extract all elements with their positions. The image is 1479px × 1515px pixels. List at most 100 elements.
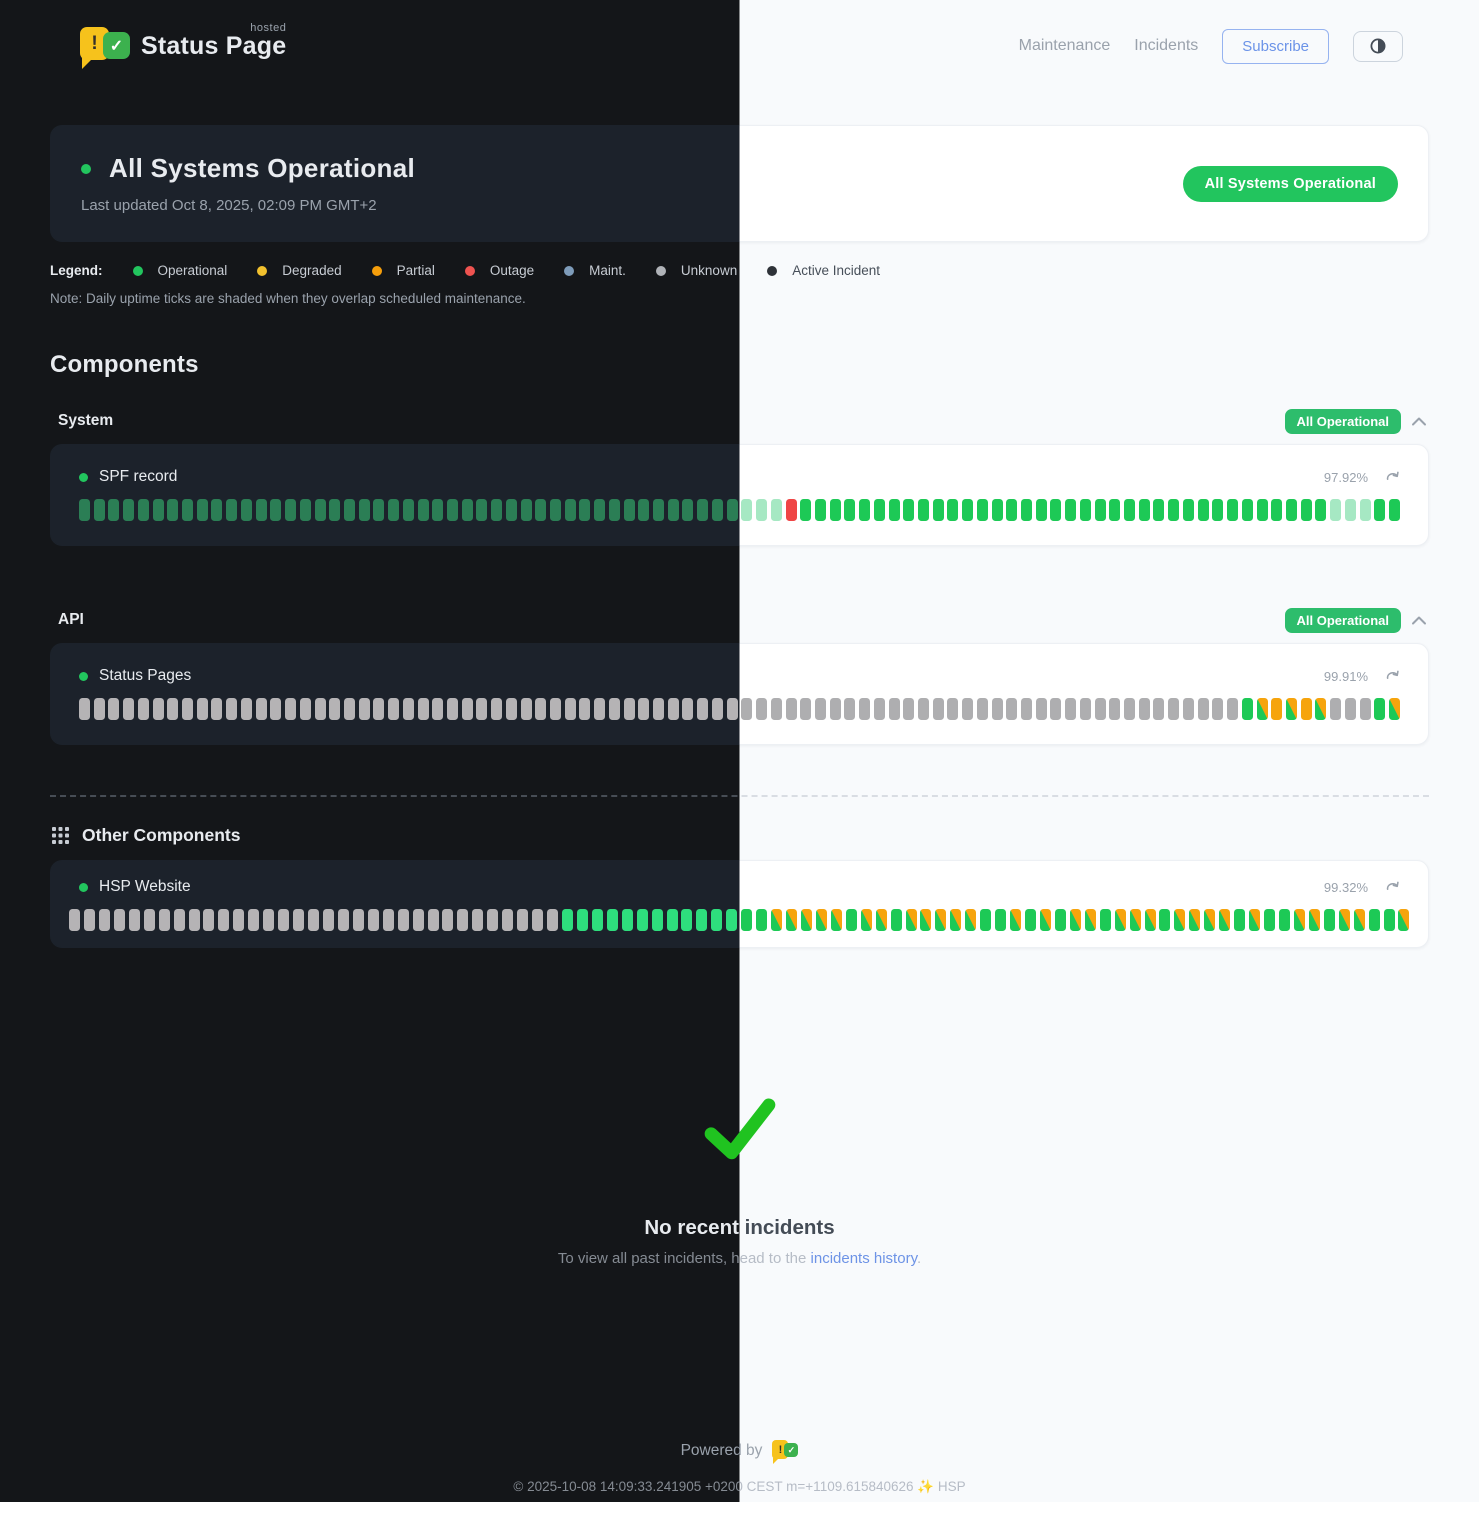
- uptime-tick[interactable]: [1264, 909, 1275, 931]
- uptime-tick[interactable]: [741, 698, 753, 720]
- uptime-tick[interactable]: [226, 499, 238, 521]
- uptime-tick[interactable]: [308, 909, 319, 931]
- uptime-tick[interactable]: [278, 909, 290, 931]
- uptime-tick[interactable]: [314, 698, 326, 720]
- uptime-tick[interactable]: [800, 698, 812, 720]
- uptime-tick[interactable]: [1278, 909, 1290, 931]
- uptime-tick[interactable]: [329, 499, 341, 521]
- uptime-tick[interactable]: [446, 499, 458, 521]
- uptime-tick[interactable]: [233, 909, 245, 931]
- uptime-tick[interactable]: [285, 698, 297, 720]
- uptime-tick[interactable]: [1153, 698, 1165, 720]
- uptime-tick[interactable]: [1388, 698, 1400, 720]
- uptime-tick[interactable]: [427, 909, 439, 931]
- uptime-tick[interactable]: [667, 499, 679, 521]
- uptime-tick[interactable]: [1204, 909, 1216, 931]
- uptime-tick[interactable]: [606, 909, 618, 931]
- uptime-tick[interactable]: [472, 909, 484, 931]
- uptime-tick[interactable]: [859, 698, 871, 720]
- uptime-tick[interactable]: [299, 698, 311, 720]
- uptime-tick[interactable]: [388, 698, 400, 720]
- uptime-tick[interactable]: [579, 499, 591, 521]
- uptime-tick[interactable]: [651, 909, 663, 931]
- uptime-tick[interactable]: [1079, 698, 1091, 720]
- uptime-tick[interactable]: [682, 698, 694, 720]
- uptime-tick[interactable]: [770, 698, 782, 720]
- uptime-tick[interactable]: [1138, 698, 1150, 720]
- uptime-tick[interactable]: [1234, 909, 1246, 931]
- uptime-tick[interactable]: [903, 698, 915, 720]
- uptime-tick[interactable]: [322, 909, 334, 931]
- uptime-tick[interactable]: [491, 499, 503, 521]
- uptime-tick[interactable]: [741, 499, 753, 521]
- chevron-up-icon[interactable]: [1409, 614, 1429, 627]
- uptime-tick[interactable]: [1006, 499, 1018, 521]
- uptime-tick[interactable]: [696, 909, 708, 931]
- uptime-tick[interactable]: [814, 698, 826, 720]
- uptime-tick[interactable]: [564, 499, 576, 521]
- uptime-tick[interactable]: [167, 499, 179, 521]
- uptime-tick[interactable]: [1124, 499, 1136, 521]
- status-page-logo-icon[interactable]: ! ✓: [772, 1439, 799, 1464]
- uptime-tick[interactable]: [1308, 909, 1320, 931]
- uptime-tick[interactable]: [203, 909, 215, 931]
- uptime-tick[interactable]: [917, 499, 929, 521]
- uptime-tick[interactable]: [182, 698, 194, 720]
- uptime-tick[interactable]: [1168, 698, 1180, 720]
- uptime-tick[interactable]: [550, 698, 561, 720]
- uptime-tick[interactable]: [1138, 499, 1150, 521]
- uptime-tick[interactable]: [636, 909, 648, 931]
- subscribe-button[interactable]: Subscribe: [1222, 28, 1329, 64]
- uptime-tick[interactable]: [579, 698, 591, 720]
- uptime-tick[interactable]: [947, 698, 959, 720]
- uptime-tick[interactable]: [1359, 499, 1371, 521]
- uptime-tick[interactable]: [976, 698, 988, 720]
- uptime-tick[interactable]: [697, 698, 709, 720]
- uptime-tick[interactable]: [962, 698, 974, 720]
- uptime-tick[interactable]: [123, 499, 135, 521]
- uptime-tick[interactable]: [1006, 698, 1018, 720]
- uptime-tick[interactable]: [1168, 499, 1180, 521]
- uptime-tick[interactable]: [995, 909, 1007, 931]
- uptime-tick[interactable]: [211, 499, 223, 521]
- uptime-tick[interactable]: [491, 698, 503, 720]
- uptime-tick[interactable]: [196, 698, 208, 720]
- uptime-tick[interactable]: [666, 909, 678, 931]
- uptime-tick[interactable]: [621, 909, 633, 931]
- uptime-tick[interactable]: [388, 499, 400, 521]
- uptime-tick[interactable]: [79, 698, 90, 720]
- uptime-tick[interactable]: [1197, 698, 1209, 720]
- uptime-tick[interactable]: [1084, 909, 1096, 931]
- uptime-tick[interactable]: [976, 499, 988, 521]
- uptime-tick[interactable]: [697, 499, 709, 521]
- uptime-tick[interactable]: [1035, 499, 1047, 521]
- uptime-tick[interactable]: [108, 499, 120, 521]
- uptime-tick[interactable]: [218, 909, 230, 931]
- uptime-tick[interactable]: [1065, 499, 1077, 521]
- uptime-tick[interactable]: [608, 499, 620, 521]
- uptime-tick[interactable]: [1021, 698, 1032, 720]
- uptime-tick[interactable]: [343, 499, 355, 521]
- uptime-tick[interactable]: [1219, 909, 1231, 931]
- uptime-tick[interactable]: [1054, 909, 1066, 931]
- uptime-tick[interactable]: [240, 499, 252, 521]
- uptime-tick[interactable]: [182, 499, 194, 521]
- uptime-tick[interactable]: [128, 909, 140, 931]
- uptime-tick[interactable]: [829, 698, 841, 720]
- uptime-tick[interactable]: [1227, 698, 1239, 720]
- uptime-tick[interactable]: [950, 909, 962, 931]
- uptime-tick[interactable]: [875, 909, 887, 931]
- uptime-tick[interactable]: [517, 909, 529, 931]
- uptime-tick[interactable]: [1069, 909, 1081, 931]
- uptime-tick[interactable]: [108, 698, 120, 720]
- uptime-tick[interactable]: [1330, 698, 1342, 720]
- uptime-tick[interactable]: [358, 698, 370, 720]
- uptime-tick[interactable]: [442, 909, 454, 931]
- uptime-tick[interactable]: [845, 909, 857, 931]
- uptime-tick[interactable]: [1144, 909, 1156, 931]
- uptime-tick[interactable]: [69, 909, 80, 931]
- uptime-tick[interactable]: [226, 698, 238, 720]
- uptime-tick[interactable]: [402, 499, 414, 521]
- uptime-tick[interactable]: [1249, 909, 1261, 931]
- uptime-tick[interactable]: [1271, 698, 1283, 720]
